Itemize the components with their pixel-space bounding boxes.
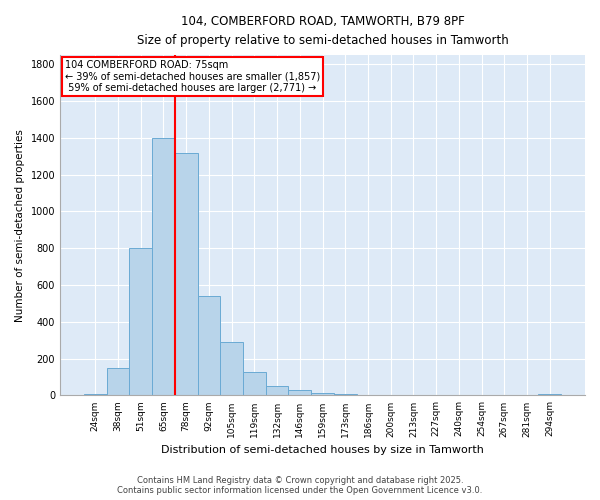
Bar [175,152,197,396]
Bar [243,372,266,396]
Bar [220,342,243,396]
Bar [130,248,152,396]
Text: 104 COMBERFORD ROAD: 75sqm
← 39% of semi-detached houses are smaller (1,857)
 59: 104 COMBERFORD ROAD: 75sqm ← 39% of semi… [65,60,320,94]
Bar [152,138,175,396]
Title: 104, COMBERFORD ROAD, TAMWORTH, B79 8PF
Size of property relative to semi-detach: 104, COMBERFORD ROAD, TAMWORTH, B79 8PF … [137,15,508,47]
Text: Contains HM Land Registry data © Crown copyright and database right 2025.
Contai: Contains HM Land Registry data © Crown c… [118,476,482,495]
Bar [84,394,107,396]
Bar [107,368,130,396]
Y-axis label: Number of semi-detached properties: Number of semi-detached properties [15,129,25,322]
Bar [266,386,289,396]
Bar [334,394,356,396]
Bar [289,390,311,396]
Bar [379,394,402,396]
Bar [197,296,220,396]
Bar [538,394,561,396]
X-axis label: Distribution of semi-detached houses by size in Tamworth: Distribution of semi-detached houses by … [161,445,484,455]
Bar [311,392,334,396]
Bar [448,394,470,396]
